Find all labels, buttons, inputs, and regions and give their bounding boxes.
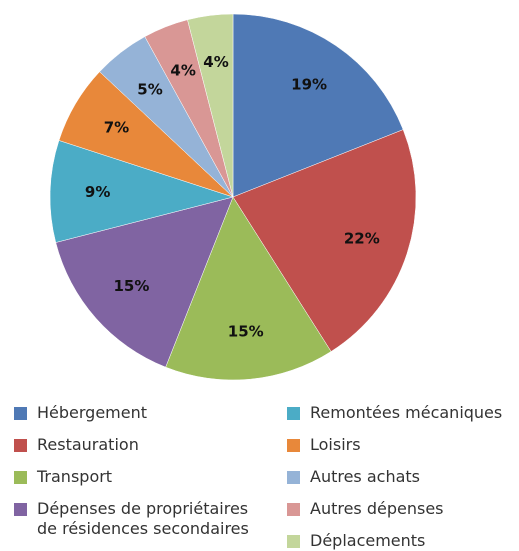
legend-item: Restauration bbox=[14, 435, 244, 455]
legend-item: Déplacements bbox=[287, 531, 517, 551]
pie-slice bbox=[49, 140, 234, 243]
legend-label: Dépenses de propriétaires de résidences … bbox=[37, 499, 249, 538]
legend-swatch bbox=[287, 471, 300, 484]
data-label: 7% bbox=[104, 119, 129, 137]
legend-item: Hébergement bbox=[14, 403, 244, 423]
legend-item: Dépenses de propriétaires de résidences … bbox=[14, 499, 264, 539]
legend-label: Autres dépenses bbox=[310, 499, 444, 518]
data-label: 4% bbox=[203, 53, 228, 71]
legend-label: Déplacements bbox=[310, 531, 426, 550]
data-label: 15% bbox=[228, 322, 264, 340]
legend-item: Loisirs bbox=[287, 435, 517, 455]
legend-item: Autres dépenses bbox=[287, 499, 517, 519]
data-label: 5% bbox=[137, 80, 162, 98]
pie-slice bbox=[55, 196, 234, 368]
pie-slice bbox=[232, 129, 417, 352]
legend-label: Remontées mécaniques bbox=[310, 403, 503, 422]
legend-swatch bbox=[287, 503, 300, 516]
data-label: 15% bbox=[113, 277, 149, 295]
data-label: 9% bbox=[85, 183, 110, 201]
legend-swatch bbox=[287, 407, 300, 420]
legend-swatch bbox=[287, 439, 300, 452]
legend-label: Hébergement bbox=[37, 403, 148, 422]
legend-swatch bbox=[14, 439, 27, 452]
legend-label: Restauration bbox=[37, 435, 139, 454]
data-label: 22% bbox=[344, 229, 380, 247]
legend-item: Autres achats bbox=[287, 467, 517, 487]
legend-label: Loisirs bbox=[310, 435, 361, 454]
data-label: 4% bbox=[170, 62, 195, 80]
legend-item: Remontées mécaniques bbox=[287, 403, 517, 423]
legend-swatch bbox=[14, 471, 27, 484]
legend-item: Transport bbox=[14, 467, 244, 487]
legend-swatch bbox=[14, 407, 27, 420]
pie-slice bbox=[232, 13, 404, 198]
data-label: 19% bbox=[291, 75, 327, 93]
legend-swatch bbox=[287, 535, 300, 548]
legend-swatch bbox=[14, 503, 27, 516]
legend-label: Autres achats bbox=[310, 467, 421, 486]
legend-label: Transport bbox=[37, 467, 113, 486]
pie-slice bbox=[187, 13, 234, 198]
pie-slice bbox=[165, 196, 332, 381]
chart: 19% 22% 15% 15% 9% 7% 5% 4% 4% bbox=[49, 13, 417, 381]
